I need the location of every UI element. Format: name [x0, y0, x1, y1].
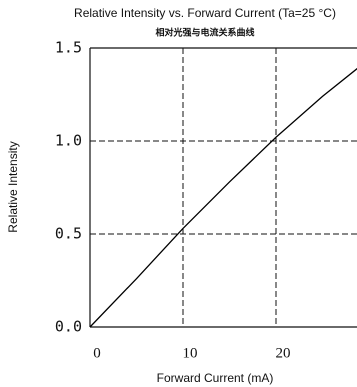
y-axis-label: Relative Intensity — [6, 141, 20, 232]
y-tick-label: 0.0 — [55, 318, 82, 336]
x-tick-label: 20 — [276, 345, 291, 361]
y-tick-label: 1.0 — [55, 132, 82, 150]
x-tick-label: 10 — [183, 345, 198, 361]
chart-subtitle: 相对光强与电流关系曲线 — [155, 27, 254, 39]
x-axis-label: Forward Current (mA) — [157, 371, 274, 385]
data-line — [89, 67, 357, 328]
y-tick-label: 1.5 — [55, 39, 82, 57]
x-tick-label: 0 — [93, 345, 101, 361]
chart-title: Relative Intensity vs. Forward Current (… — [74, 6, 336, 20]
y-tick-label: 0.5 — [55, 225, 82, 243]
